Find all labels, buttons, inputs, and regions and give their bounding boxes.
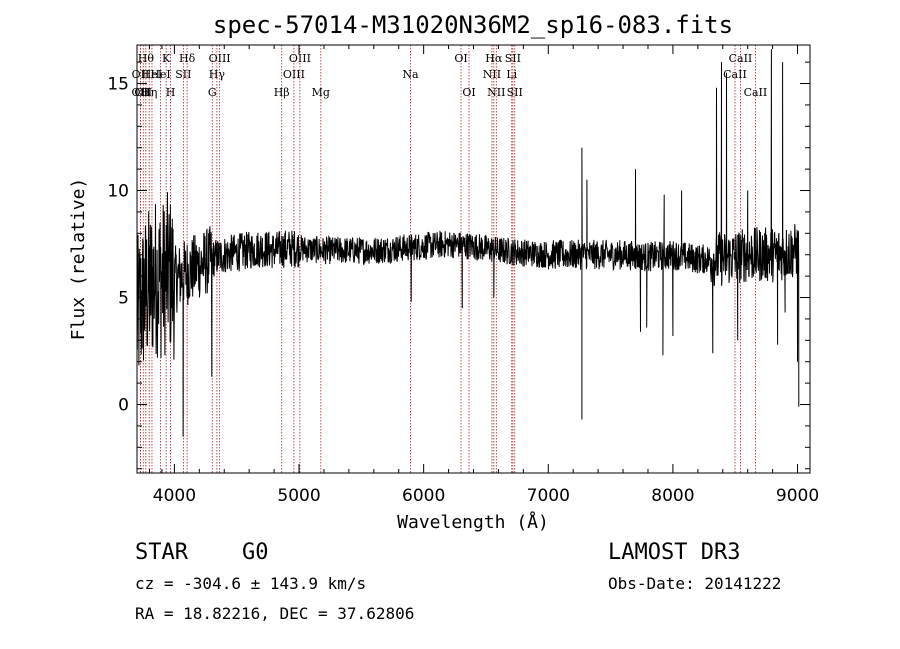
y-axis-label: Flux (relative) [68, 178, 89, 341]
line-label: OIII [289, 52, 311, 65]
x-tick-label: 7000 [527, 486, 570, 506]
line-label: Na [402, 68, 419, 81]
line-label: CaII [723, 68, 747, 81]
line-labels: OIIOIIOIIHθHηHeIHeIKHSIIHδGHγOIIIHβOIIIO… [132, 52, 768, 99]
redshift-velocity: cz = -304.6 ± 143.9 km/s [135, 574, 367, 593]
line-label: OIII [209, 52, 231, 65]
x-tick-label: 5000 [277, 486, 320, 506]
x-axis-label: Wavelength (Å) [397, 511, 549, 533]
line-label: HeI [150, 68, 170, 81]
line-label: G [208, 86, 217, 99]
y-tick-label: 0 [118, 396, 129, 416]
line-label: Hβ [274, 86, 290, 99]
line-label: OII [134, 86, 152, 99]
y-tick-label: 10 [107, 182, 129, 202]
y-axis-ticks: 0 5 10 15 [107, 61, 810, 470]
x-tick-label: 8000 [651, 486, 694, 506]
line-label: H [166, 86, 176, 99]
line-label: Hα [485, 52, 503, 65]
line-label: OII [132, 68, 150, 81]
line-label: Hγ [209, 68, 226, 81]
coordinates: RA = 18.82216, DEC = 37.62806 [135, 604, 415, 623]
object-class: STAR [135, 540, 188, 565]
line-label: OI [454, 52, 467, 65]
line-label: NII [487, 86, 505, 99]
line-label: HeI [142, 68, 162, 81]
observation-date: Obs-Date: 20141222 [608, 574, 782, 593]
line-label: SII [505, 52, 521, 65]
line-label: Hδ [179, 52, 196, 65]
x-axis-ticks: 4000 5000 6000 7000 8000 9000 [148, 45, 819, 506]
line-label: NII [483, 68, 501, 81]
line-label: SII [175, 68, 191, 81]
line-label: OI [462, 86, 475, 99]
line-label: CaII [744, 86, 768, 99]
line-label: SII [507, 86, 523, 99]
survey-name: LAMOST DR3 [608, 540, 741, 565]
line-label: Li [506, 68, 517, 81]
x-tick-label: 4000 [153, 486, 196, 506]
line-label: OIII [283, 68, 305, 81]
line-label: OII [132, 86, 150, 99]
y-tick-label: 15 [107, 75, 129, 95]
line-label: Hθ [138, 52, 155, 65]
x-tick-label: 6000 [402, 486, 445, 506]
y-tick-label: 5 [118, 289, 129, 309]
line-label: Mg [312, 86, 330, 99]
spectrum-line [136, 49, 800, 437]
line-label: CaII [729, 52, 753, 65]
object-subclass: G0 [242, 540, 269, 565]
x-tick-label: 9000 [776, 486, 819, 506]
line-label: K [162, 52, 171, 65]
line-label: Hη [141, 86, 157, 99]
chart-title: spec-57014-M31020N36M2_sp16-083.fits [213, 11, 733, 39]
